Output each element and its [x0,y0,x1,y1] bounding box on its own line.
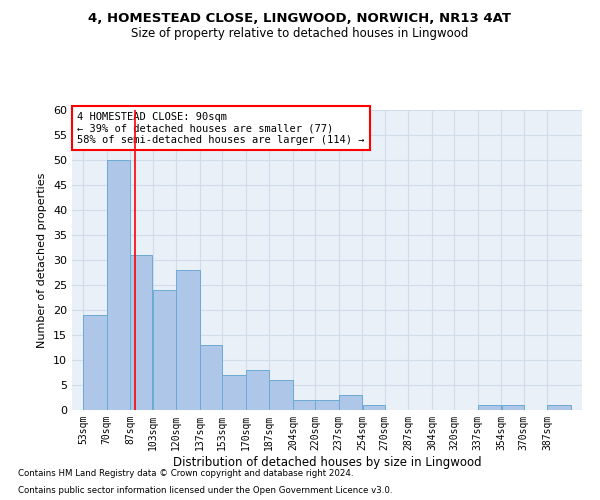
Bar [339,395,362,410]
Bar [130,255,152,410]
Text: Contains public sector information licensed under the Open Government Licence v3: Contains public sector information licen… [18,486,392,495]
Bar [502,405,524,410]
Text: Size of property relative to detached houses in Lingwood: Size of property relative to detached ho… [131,28,469,40]
Bar [269,380,293,410]
Bar [222,375,245,410]
Bar [107,160,130,410]
Bar [153,290,176,410]
Text: 4, HOMESTEAD CLOSE, LINGWOOD, NORWICH, NR13 4AT: 4, HOMESTEAD CLOSE, LINGWOOD, NORWICH, N… [89,12,511,26]
Bar [293,400,315,410]
Bar [362,405,385,410]
X-axis label: Distribution of detached houses by size in Lingwood: Distribution of detached houses by size … [173,456,481,468]
Bar [478,405,501,410]
Bar [176,270,200,410]
Y-axis label: Number of detached properties: Number of detached properties [37,172,47,348]
Text: Contains HM Land Registry data © Crown copyright and database right 2024.: Contains HM Land Registry data © Crown c… [18,468,353,477]
Bar [547,405,571,410]
Bar [200,345,222,410]
Bar [316,400,338,410]
Bar [83,315,107,410]
Text: 4 HOMESTEAD CLOSE: 90sqm
← 39% of detached houses are smaller (77)
58% of semi-d: 4 HOMESTEAD CLOSE: 90sqm ← 39% of detach… [77,112,365,144]
Bar [246,370,269,410]
